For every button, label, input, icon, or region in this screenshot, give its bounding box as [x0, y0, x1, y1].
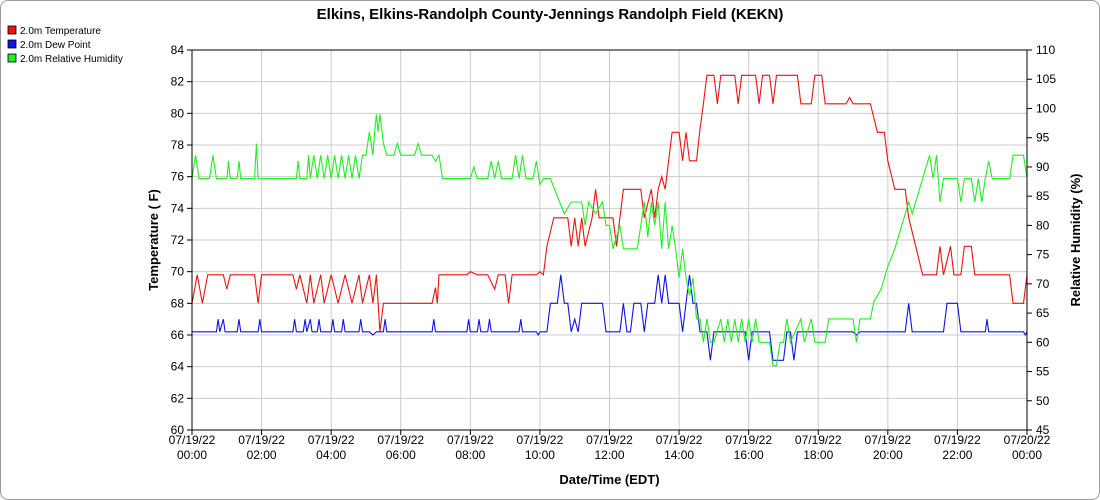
x-axis-ticks: 07/19/2200:0007/19/2202:0007/19/2204:000… — [169, 430, 1051, 462]
y2-tick-label: 50 — [1036, 394, 1050, 408]
y-tick-label: 74 — [171, 201, 185, 215]
y-axis-title: Temperature ( F) — [146, 189, 161, 291]
y-tick-label: 72 — [171, 233, 185, 247]
x-tick-date: 07/19/22 — [238, 433, 285, 447]
legend-label-temperature: 2.0m Temperature — [20, 26, 101, 37]
x-tick-date: 07/19/22 — [725, 433, 772, 447]
legend-label-relative-humidity: 2.0m Relative Humidity — [20, 54, 123, 65]
x-tick-time: 18:00 — [803, 448, 833, 462]
y-tick-label: 60 — [171, 423, 185, 437]
x-tick-time: 00:00 — [177, 448, 207, 462]
y-tick-label: 80 — [171, 106, 185, 120]
y-tick-label: 84 — [171, 43, 185, 57]
y-tick-label: 76 — [171, 170, 185, 184]
x-tick-time: 12:00 — [594, 448, 624, 462]
x-axis-title: Date/Time (EDT) — [559, 472, 659, 487]
legend: 2.0m Temperature 2.0m Dew Point 2.0m Relat… — [7, 25, 123, 65]
series-layer — [191, 74, 1028, 367]
y-axis-ticks: 60 62 64 66 68 70 72 74 76 78 80 82 84 — [171, 43, 192, 437]
y2-tick-label: 90 — [1036, 160, 1050, 174]
legend-label-dew-point: 2.0m Dew Point — [20, 40, 91, 51]
x-tick-time: 14:00 — [664, 448, 694, 462]
x-tick-time: 02:00 — [247, 448, 277, 462]
y-tick-label: 70 — [171, 265, 185, 279]
x-tick-time: 10:00 — [525, 448, 555, 462]
y-tick-label: 62 — [171, 391, 185, 405]
y2-tick-label: 60 — [1036, 335, 1050, 349]
x-tick-date: 07/19/22 — [934, 433, 981, 447]
x-tick-date: 07/19/22 — [517, 433, 564, 447]
legend-swatch-temperature — [7, 25, 17, 35]
y2-tick-label: 45 — [1036, 423, 1050, 437]
x-tick-date: 07/19/22 — [308, 433, 355, 447]
x-tick-date: 07/19/22 — [586, 433, 633, 447]
y2-tick-label: 70 — [1036, 277, 1050, 291]
y2-tick-label: 55 — [1036, 365, 1050, 379]
x-tick-date: 07/20/22 — [1004, 433, 1051, 447]
y-tick-label: 78 — [171, 138, 185, 152]
y2-tick-label: 75 — [1036, 248, 1050, 262]
x-tick-date: 07/19/22 — [447, 433, 494, 447]
x-tick-time: 00:00 — [1012, 448, 1042, 462]
y2-axis-title: Relative Humidity (%) — [1068, 174, 1083, 307]
grid — [191, 49, 1028, 431]
y2-tick-label: 85 — [1036, 189, 1050, 203]
series-line-dew-point — [192, 274, 1028, 361]
x-tick-time: 22:00 — [942, 448, 972, 462]
y2-tick-label: 110 — [1036, 43, 1055, 57]
y2-tick-label: 65 — [1036, 306, 1050, 320]
x-tick-time: 16:00 — [734, 448, 764, 462]
y-tick-label: 64 — [171, 360, 185, 374]
y-tick-label: 66 — [171, 328, 185, 342]
y2-axis-ticks: 45 50 55 60 65 70 75 80 85 90 95 100 105 110 — [1027, 43, 1056, 437]
legend-swatch-dew-point — [7, 39, 17, 49]
series-line-relative-humidity — [191, 114, 1028, 367]
x-tick-time: 08:00 — [455, 448, 485, 462]
y2-tick-label: 95 — [1036, 131, 1050, 145]
y2-tick-label: 100 — [1036, 101, 1056, 115]
x-tick-date: 07/19/22 — [377, 433, 424, 447]
chart-title: Elkins, Elkins-Randolph County-Jennings … — [317, 6, 784, 23]
y-tick-label: 68 — [171, 296, 185, 310]
legend-swatch-relative-humidity — [7, 53, 17, 63]
x-tick-date: 07/19/22 — [169, 433, 216, 447]
y2-tick-label: 105 — [1036, 72, 1056, 86]
x-tick-time: 20:00 — [873, 448, 903, 462]
y2-tick-label: 80 — [1036, 218, 1050, 232]
x-tick-date: 07/19/22 — [795, 433, 842, 447]
series-line-temperature — [191, 74, 1028, 332]
x-tick-date: 07/19/22 — [864, 433, 911, 447]
y-tick-label: 82 — [171, 75, 185, 89]
x-tick-time: 04:00 — [316, 448, 346, 462]
x-tick-time: 06:00 — [386, 448, 416, 462]
x-tick-date: 07/19/22 — [656, 433, 703, 447]
